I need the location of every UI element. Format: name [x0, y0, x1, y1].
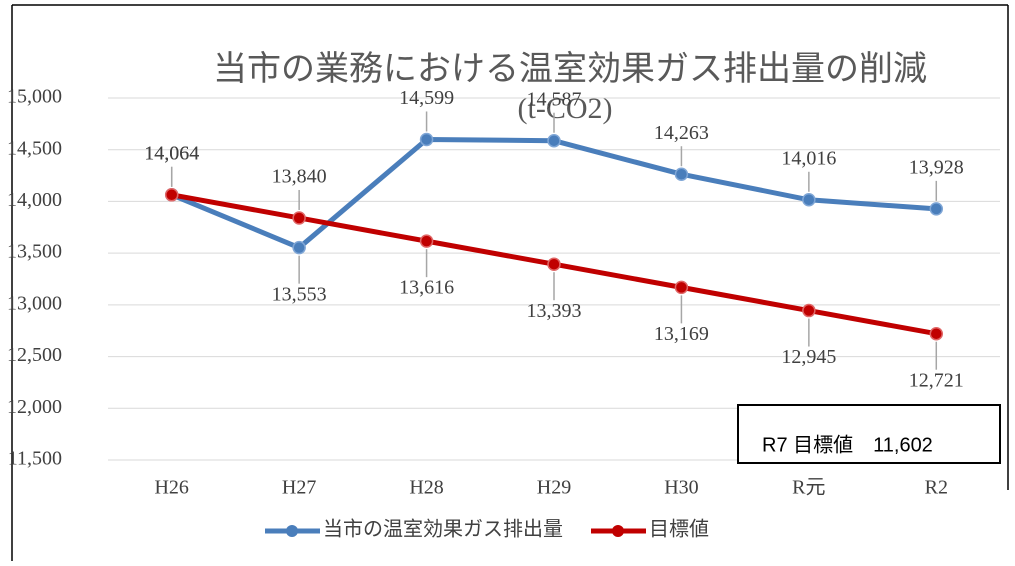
- y-tick-label: 14,500: [7, 137, 62, 159]
- data-point: [292, 211, 306, 225]
- plot: 11,500 12,000 12,500 13,000 13,500 14,000 14,5…: [7, 86, 1000, 541]
- y-tick-label: 14,000: [7, 189, 62, 211]
- data-point: [674, 280, 689, 295]
- data-label: 14,016: [781, 147, 836, 169]
- x-tick-label: H27: [282, 477, 316, 499]
- data-point: [802, 303, 816, 318]
- data-label: 13,169: [654, 323, 709, 345]
- data-point: [929, 326, 944, 341]
- x-tick-label: H30: [664, 477, 698, 499]
- data-label: 12,721: [909, 369, 964, 391]
- data-point: [419, 234, 434, 248]
- data-label: 13,616: [399, 277, 454, 299]
- data-label: 12,945: [781, 346, 836, 368]
- y-tick-label: 11,500: [8, 448, 62, 470]
- legend-marker: [612, 525, 624, 537]
- y-tick-label: 13,000: [7, 292, 62, 314]
- y-tick-label: 15,000: [7, 86, 62, 108]
- legend-label: 当市の温室効果ガス排出量: [323, 518, 563, 541]
- y-tick-label: 13,500: [7, 241, 62, 263]
- data-label: 13,393: [527, 300, 582, 322]
- annotation: R7 目標値 11,602: [762, 433, 933, 456]
- x-tick-label: H28: [409, 477, 443, 499]
- data-point: [164, 188, 179, 202]
- data-point: [547, 257, 561, 271]
- data-point: [547, 133, 561, 148]
- legend-marker: [286, 525, 298, 537]
- y-tick-label: 12,500: [7, 344, 62, 366]
- data-label: 14,263: [654, 122, 709, 144]
- x-tick-label: H26: [154, 477, 188, 499]
- data-label: 13,840: [272, 166, 327, 188]
- data-label: 13,928: [909, 156, 964, 178]
- data-point: [674, 167, 689, 181]
- data-label: 13,553: [272, 283, 327, 305]
- data-label: 14,064: [144, 142, 199, 164]
- legend-label: 目標値: [649, 518, 709, 541]
- chart-title: 当市の業務における温室効果ガス排出量の削減: [213, 50, 927, 88]
- chart-subtitle: (t-CO2): [518, 92, 613, 125]
- data-point: [929, 202, 944, 216]
- x-tick-label: R元: [792, 477, 825, 499]
- y-tick-label: 12,000: [7, 396, 62, 418]
- data-point: [292, 240, 306, 255]
- data-point: [802, 193, 816, 207]
- data-label: 14,064: [144, 142, 199, 164]
- data-label: 14,587: [527, 88, 582, 110]
- data-point: [419, 132, 434, 147]
- x-tick-label: H29: [537, 477, 571, 499]
- data-label: 14,599: [399, 87, 454, 109]
- annotation-box: [737, 404, 1001, 464]
- x-tick-label: R2: [925, 477, 948, 499]
